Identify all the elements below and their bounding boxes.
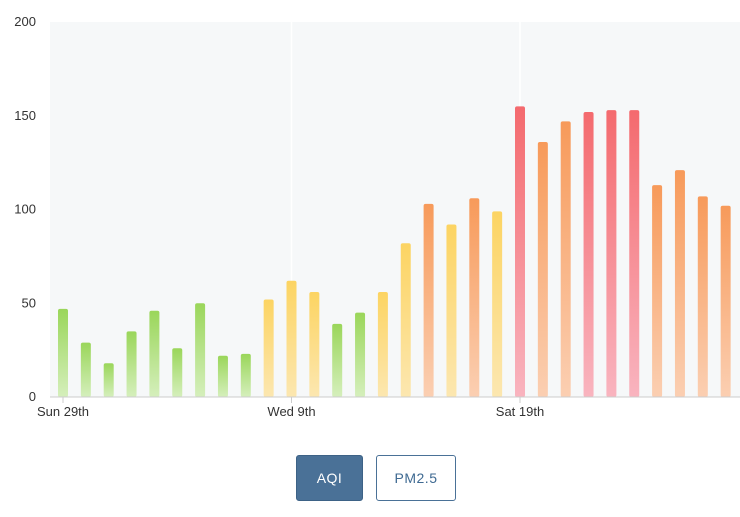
y-tick-label: 0 (29, 389, 36, 404)
x-tick-label: Wed 9th (267, 404, 315, 419)
bar[interactable] (217, 355, 228, 397)
aqi-button[interactable]: AQI (296, 455, 363, 501)
bar[interactable] (309, 292, 320, 397)
bar[interactable] (355, 312, 366, 397)
x-tick-label: Sun 29th (37, 404, 89, 419)
bar[interactable] (286, 280, 297, 397)
bar[interactable] (583, 112, 594, 397)
bar[interactable] (240, 353, 251, 397)
x-tick-label: Sat 19th (496, 404, 544, 419)
bar[interactable] (195, 303, 206, 397)
bars-group (58, 106, 731, 397)
y-tick-label: 200 (14, 14, 36, 29)
aqi-bar-chart: 0 50 100 150 200 Sun 29th Wed 9th Sat 19th (14, 14, 740, 419)
y-axis-ticks: 0 50 100 150 200 (14, 14, 36, 404)
bar[interactable] (446, 224, 457, 398)
bar[interactable] (720, 205, 731, 397)
bar[interactable] (560, 121, 571, 397)
bar[interactable] (537, 142, 548, 397)
bar[interactable] (103, 363, 114, 397)
bar[interactable] (606, 110, 617, 397)
bar[interactable] (697, 196, 708, 397)
bar[interactable] (263, 299, 274, 398)
bar[interactable] (423, 203, 434, 397)
plot-background (50, 22, 740, 397)
y-tick-label: 50 (22, 295, 36, 310)
bar[interactable] (400, 243, 411, 397)
y-tick-label: 100 (14, 202, 36, 217)
bar[interactable] (377, 292, 388, 397)
bar[interactable] (172, 348, 183, 397)
bar[interactable] (80, 342, 91, 397)
bar[interactable] (469, 198, 480, 397)
bar[interactable] (149, 310, 160, 397)
y-tick-label: 150 (14, 108, 36, 123)
bar[interactable] (515, 106, 525, 397)
x-axis-ticks: Sun 29th Wed 9th Sat 19th (37, 397, 544, 419)
bar[interactable] (492, 211, 503, 397)
bar[interactable] (629, 110, 640, 397)
metric-toggle: AQI PM2.5 (0, 455, 740, 503)
bar[interactable] (332, 323, 343, 397)
bar[interactable] (674, 170, 685, 397)
bar[interactable] (58, 308, 68, 397)
bar[interactable] (652, 185, 663, 397)
pm25-button[interactable]: PM2.5 (376, 455, 456, 501)
bar[interactable] (126, 331, 137, 397)
